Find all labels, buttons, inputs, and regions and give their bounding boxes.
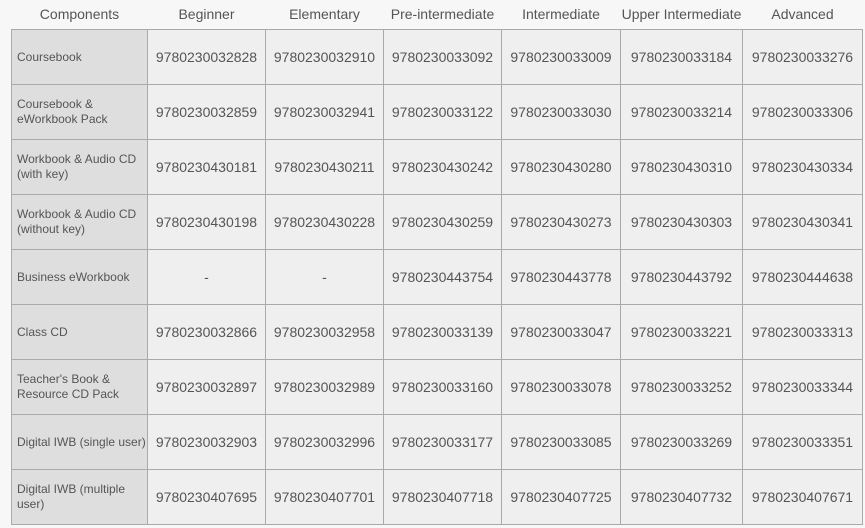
isbn-cell: 9780230033306 (742, 84, 863, 140)
isbn-cell: 9780230032996 (265, 414, 384, 470)
isbn-cell: 9780230443792 (620, 249, 743, 305)
component-name: Coursebook (11, 29, 148, 85)
isbn-cell: 9780230032989 (265, 359, 384, 415)
isbn-cell: 9780230430228 (265, 194, 384, 250)
isbn-cell: 9780230430259 (383, 194, 502, 250)
isbn-cell: 9780230033344 (742, 359, 863, 415)
isbn-cell: 9780230033078 (501, 359, 621, 415)
isbn-table: Components Beginner Elementary Pre-intermed… (11, 0, 863, 525)
component-name: Workbook & Audio CD (without key) (11, 194, 148, 250)
isbn-cell: 9780230033160 (383, 359, 502, 415)
isbn-cell: 9780230033351 (742, 414, 863, 470)
isbn-cell: 9780230032903 (147, 414, 266, 470)
isbn-cell: 9780230032828 (147, 29, 266, 85)
isbn-cell: 9780230033085 (501, 414, 621, 470)
component-name: Business eWorkbook (11, 249, 148, 305)
isbn-cell: 9780230407671 (742, 469, 863, 525)
isbn-cell: 9780230407732 (620, 469, 743, 525)
isbn-cell: 9780230032859 (147, 84, 266, 140)
isbn-cell: 9780230032866 (147, 304, 266, 360)
isbn-cell: 9780230032910 (265, 29, 384, 85)
component-name: Class CD (11, 304, 148, 360)
isbn-cell: 9780230032958 (265, 304, 384, 360)
column-header: Intermediate (522, 6, 600, 22)
isbn-cell: 9780230033276 (742, 29, 863, 85)
column-header: Components (39, 6, 120, 22)
table-row: Coursebook 9780230032828 9780230032910 9780… (11, 29, 863, 85)
column-header: Beginner (178, 6, 235, 22)
column-header: Upper Intermediate (621, 6, 742, 22)
isbn-cell: 9780230444638 (742, 249, 863, 305)
isbn-cell: 9780230033184 (620, 29, 743, 85)
isbn-cell: 9780230033313 (742, 304, 863, 360)
isbn-cell: 9780230033139 (383, 304, 502, 360)
table-row: Workbook & Audio CD (with key) 9780230430… (11, 139, 863, 195)
isbn-cell: 9780230033221 (620, 304, 743, 360)
isbn-cell: 9780230430280 (501, 139, 621, 195)
component-name: Digital IWB (multiple user) (11, 469, 148, 525)
isbn-cell: 9780230032941 (265, 84, 384, 140)
column-header: Pre-intermediate (390, 6, 495, 22)
isbn-cell: 9780230430310 (620, 139, 743, 195)
isbn-cell: 9780230430341 (742, 194, 863, 250)
isbn-cell: 9780230430198 (147, 194, 266, 250)
header-row: Components Beginner Elementary Pre-intermed… (12, 0, 863, 30)
component-name: Workbook & Audio CD (with key) (11, 139, 148, 195)
isbn-cell: 9780230430181 (147, 139, 266, 195)
table-row: Teacher's Book & Resource CD Pack 9780230… (11, 359, 863, 415)
table-row: Business eWorkbook - -9780230443754 9780230… (11, 249, 863, 305)
table-row: Workbook & Audio CD (without key) 9780230… (11, 194, 863, 250)
isbn-cell: 9780230430303 (620, 194, 743, 250)
isbn-cell: 9780230033030 (501, 84, 621, 140)
isbn-cell: 9780230033009 (501, 29, 621, 85)
component-name: Digital IWB (single user) (11, 414, 148, 470)
isbn-cell: 9780230033269 (620, 414, 743, 470)
isbn-cell: 9780230407701 (265, 469, 384, 525)
component-name: Coursebook & eWorkbook Pack (11, 84, 148, 140)
isbn-cell: 9780230033252 (620, 359, 743, 415)
table-row: Digital IWB (single user) 9780230032903 97… (11, 414, 863, 470)
isbn-cell: 9780230430334 (742, 139, 863, 195)
isbn-cell: 9780230033092 (383, 29, 502, 85)
isbn-cell: 9780230032897 (147, 359, 266, 415)
isbn-cell: 9780230033177 (383, 414, 502, 470)
column-header: Elementary (289, 6, 360, 22)
isbn-cell: 9780230407695 (147, 469, 266, 525)
column-header: Advanced (771, 6, 834, 22)
isbn-cell: 9780230430273 (501, 194, 621, 250)
isbn-cell: 9780230033047 (501, 304, 621, 360)
isbn-cell: 9780230407725 (501, 469, 621, 525)
isbn-cell: 9780230033122 (383, 84, 502, 140)
isbn-cell: 9780230443754 (383, 249, 502, 305)
isbn-cell: 9780230407718 (383, 469, 502, 525)
isbn-cell: - (147, 249, 266, 305)
isbn-cell: 9780230430242 (383, 139, 502, 195)
isbn-cell: 9780230430211 (265, 139, 384, 195)
table-row: Class CD 9780230032866 9780230032958 978023… (11, 304, 863, 360)
table-row: Digital IWB (multiple user) 9780230407695… (11, 469, 863, 525)
isbn-cell: 9780230443778 (501, 249, 621, 305)
table-row: Coursebook & eWorkbook Pack 9780230032859… (11, 84, 863, 140)
isbn-cell: 9780230033214 (620, 84, 743, 140)
isbn-cell: - (265, 249, 384, 305)
component-name: Teacher's Book & Resource CD Pack (11, 359, 148, 415)
